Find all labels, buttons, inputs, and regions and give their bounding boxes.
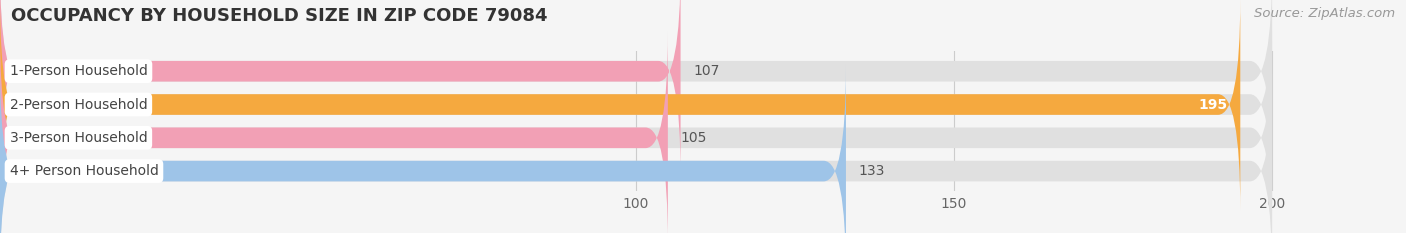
Text: 133: 133 <box>859 164 884 178</box>
Text: 195: 195 <box>1198 98 1227 112</box>
FancyBboxPatch shape <box>0 0 1240 211</box>
Text: 2-Person Household: 2-Person Household <box>10 98 148 112</box>
FancyBboxPatch shape <box>0 65 846 233</box>
FancyBboxPatch shape <box>0 0 1272 211</box>
FancyBboxPatch shape <box>0 32 1272 233</box>
Text: 107: 107 <box>693 64 720 78</box>
Text: 4+ Person Household: 4+ Person Household <box>10 164 159 178</box>
Text: 105: 105 <box>681 131 707 145</box>
Text: 3-Person Household: 3-Person Household <box>10 131 148 145</box>
Text: Source: ZipAtlas.com: Source: ZipAtlas.com <box>1254 7 1395 20</box>
FancyBboxPatch shape <box>0 65 1272 233</box>
FancyBboxPatch shape <box>0 0 681 177</box>
Text: 1-Person Household: 1-Person Household <box>10 64 148 78</box>
FancyBboxPatch shape <box>0 32 668 233</box>
Text: OCCUPANCY BY HOUSEHOLD SIZE IN ZIP CODE 79084: OCCUPANCY BY HOUSEHOLD SIZE IN ZIP CODE … <box>11 7 548 25</box>
FancyBboxPatch shape <box>0 0 1272 177</box>
